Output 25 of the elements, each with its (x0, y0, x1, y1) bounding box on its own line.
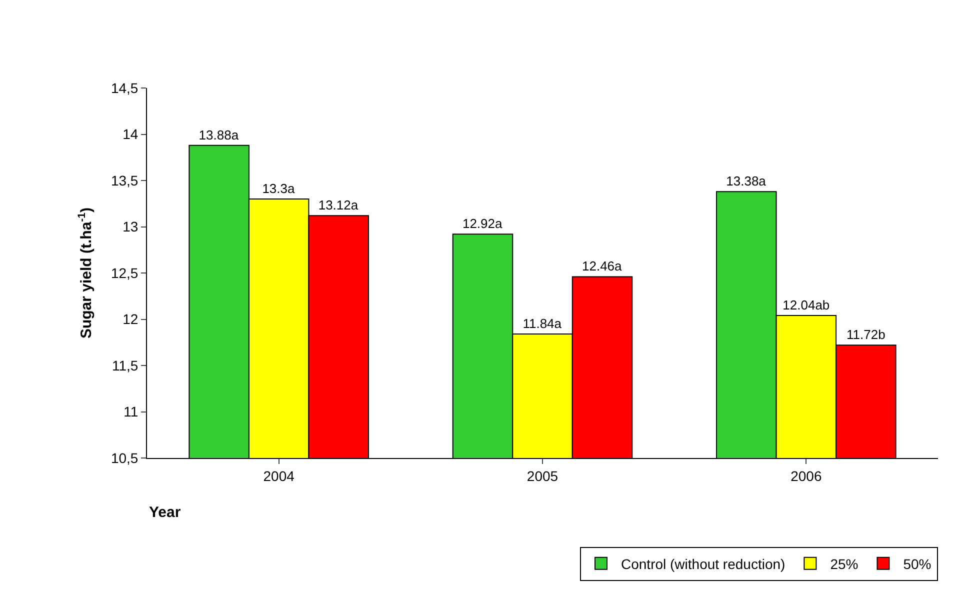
x-tick-label: 2005 (526, 468, 558, 484)
data-label: 13.12a (318, 198, 359, 213)
x-axis-title: Year (149, 504, 181, 521)
data-label: 12.46a (582, 258, 623, 274)
y-tick-label: 14 (122, 126, 138, 142)
data-label: 12.04ab (782, 298, 830, 313)
data-label: 11.84a (522, 316, 562, 332)
data-label: 13.3a (262, 181, 296, 196)
data-label: 13.88a (198, 127, 240, 142)
y-tick-label: 11 (124, 404, 138, 420)
y-tick-label: 13,5 (110, 172, 138, 188)
legend-label: 50% (903, 556, 932, 572)
x-tick-label: 2006 (790, 468, 822, 484)
y-tick-label: 12,5 (110, 264, 138, 281)
data-label: 11.72b (846, 327, 886, 342)
data-label: 13.38a (726, 174, 767, 189)
legend-label: 25% (830, 556, 858, 572)
y-tick-label: 12 (122, 311, 138, 328)
y-tick-label: 11,5 (112, 357, 138, 374)
y-tick-label: 14,5 (110, 80, 138, 96)
data-label: 12.92a (462, 216, 503, 232)
y-tick-label: 10,5 (110, 450, 138, 466)
legend-label: Control (without reduction) (621, 556, 786, 572)
x-tick-label: 2004 (263, 468, 295, 484)
y-tick-label: 13 (122, 218, 138, 235)
